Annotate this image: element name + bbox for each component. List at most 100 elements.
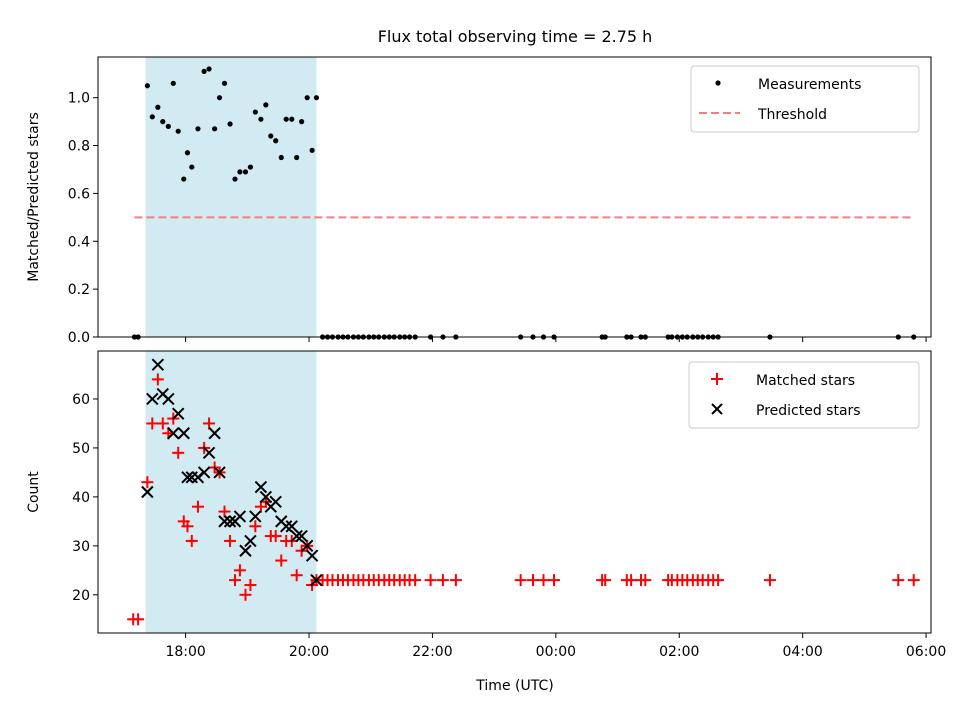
matched-star-point (907, 574, 920, 587)
predicted-star-point (172, 407, 185, 420)
matched-star-point (527, 574, 540, 587)
matched-star-point (892, 574, 905, 587)
predicted-star-point (233, 510, 247, 523)
measurement-point (155, 104, 161, 110)
measurement-point (299, 119, 305, 125)
x-tick-label: 18:00 (165, 644, 205, 660)
measurement-point (165, 123, 171, 130)
y-tick-label: 0.8 (68, 139, 90, 155)
predicted-star-point (167, 427, 180, 440)
predicted-star-point (197, 466, 211, 479)
predicted-star-point (295, 529, 308, 543)
matched-star-point (228, 574, 241, 587)
predicted-star-point (290, 529, 303, 543)
y-tick-label: 0.6 (68, 186, 90, 202)
matched-star-point (218, 505, 231, 518)
legend-threshold-label: Threshold (757, 107, 827, 123)
observing-window-shade (145, 351, 317, 633)
matched-star-point (239, 588, 252, 601)
measurement-point (283, 116, 289, 122)
y-tick-label: 60 (72, 392, 90, 408)
measurement-point (170, 80, 176, 86)
predicted-star-point (285, 520, 298, 533)
measurement-point (201, 68, 207, 74)
predicted-star-point (279, 520, 293, 533)
predicted-star-point (244, 534, 257, 548)
matched-star-point (191, 500, 204, 513)
predicted-star-point (259, 490, 273, 504)
measurement-point (160, 119, 166, 125)
measurement-point (313, 95, 320, 101)
matched-star-point (639, 574, 652, 587)
count-panel-frame (97, 350, 932, 634)
matched-star-point (436, 574, 449, 587)
x-tick-label: 00:00 (536, 644, 576, 660)
y-tick-label: 20 (72, 588, 90, 604)
ratio-panel-frame (97, 56, 932, 338)
predicted-star-point (208, 427, 221, 440)
measurement-point (309, 147, 315, 153)
predicted-star-point (254, 480, 268, 494)
measurement-point (175, 128, 181, 134)
matched-star-point (132, 613, 145, 626)
measurement-point (227, 121, 233, 127)
predicted-star-point (213, 466, 226, 479)
predicted-star-point (141, 485, 154, 499)
matched-star-point (763, 574, 776, 587)
matched-star-point (172, 446, 185, 459)
matched-star-point (712, 574, 725, 587)
y-tick-label: 0.0 (68, 330, 90, 346)
legend-predicted-marker (711, 403, 723, 415)
legend-measurements-marker (715, 80, 721, 86)
predicted-star-point (269, 495, 282, 508)
y-tick-label: 0.2 (68, 282, 90, 298)
chart-title: Flux total observing time = 2.75 h (378, 27, 653, 46)
x-axis-label: Time (UTC) (475, 678, 553, 694)
measurement-point (263, 102, 269, 108)
matched-star-point (203, 417, 216, 430)
matched-star-point (514, 574, 527, 587)
matched-star-point (146, 417, 159, 430)
matched-star-point (424, 574, 437, 587)
predicted-star-point (162, 392, 175, 406)
count-panel: 20 30 40 50 60 18:00 20:00 22:00 00:00 02:00 04:0… (26, 350, 946, 694)
y-tick-label: 50 (72, 441, 90, 457)
measurement-point (278, 154, 284, 161)
matched-star-point (156, 417, 169, 430)
matched-star-point (151, 373, 164, 386)
matched-star-point (249, 520, 262, 533)
matched-star-point (449, 574, 462, 587)
matched-star-point (181, 520, 194, 533)
measurement-point (144, 83, 150, 89)
predicted-star-point (249, 510, 262, 523)
predicted-star-point (151, 358, 165, 371)
count-legend: Matched stars Predicted stars (688, 361, 920, 429)
measurement-point (247, 164, 254, 170)
matched-star-point (290, 569, 303, 582)
legend-measurements-label: Measurements (758, 77, 861, 93)
x-tick-label: 06:00 (906, 644, 946, 660)
measurement-point (206, 66, 212, 72)
measurement-point (184, 150, 191, 156)
ratio-legend: Measurements Threshold (690, 65, 920, 133)
y-tick-label: 1.0 (68, 91, 90, 107)
x-tick-label: 02:00 (659, 644, 699, 660)
measurement-point (237, 169, 243, 175)
measurement-point (181, 176, 187, 182)
matched-star-point (409, 574, 422, 587)
measurement-point (258, 116, 264, 122)
ratio-panel: 0.0 0.2 0.4 0.6 0.8 1.0 Matched/Predicted sta… (26, 56, 932, 346)
legend-matched-marker (711, 373, 723, 385)
measurement-point (195, 126, 201, 132)
matched-star-point (244, 579, 257, 592)
measurement-point (221, 80, 228, 86)
legend-matched-label: Matched stars (756, 373, 855, 389)
ratio-legend-box (690, 65, 920, 133)
matched-star-point (233, 564, 246, 577)
measurement-point (268, 133, 274, 139)
matched-star-point (537, 574, 550, 587)
predicted-star-point (223, 515, 237, 528)
matched-star-point (269, 530, 282, 543)
matched-star-point (185, 534, 198, 547)
matched-star-point (141, 476, 154, 489)
